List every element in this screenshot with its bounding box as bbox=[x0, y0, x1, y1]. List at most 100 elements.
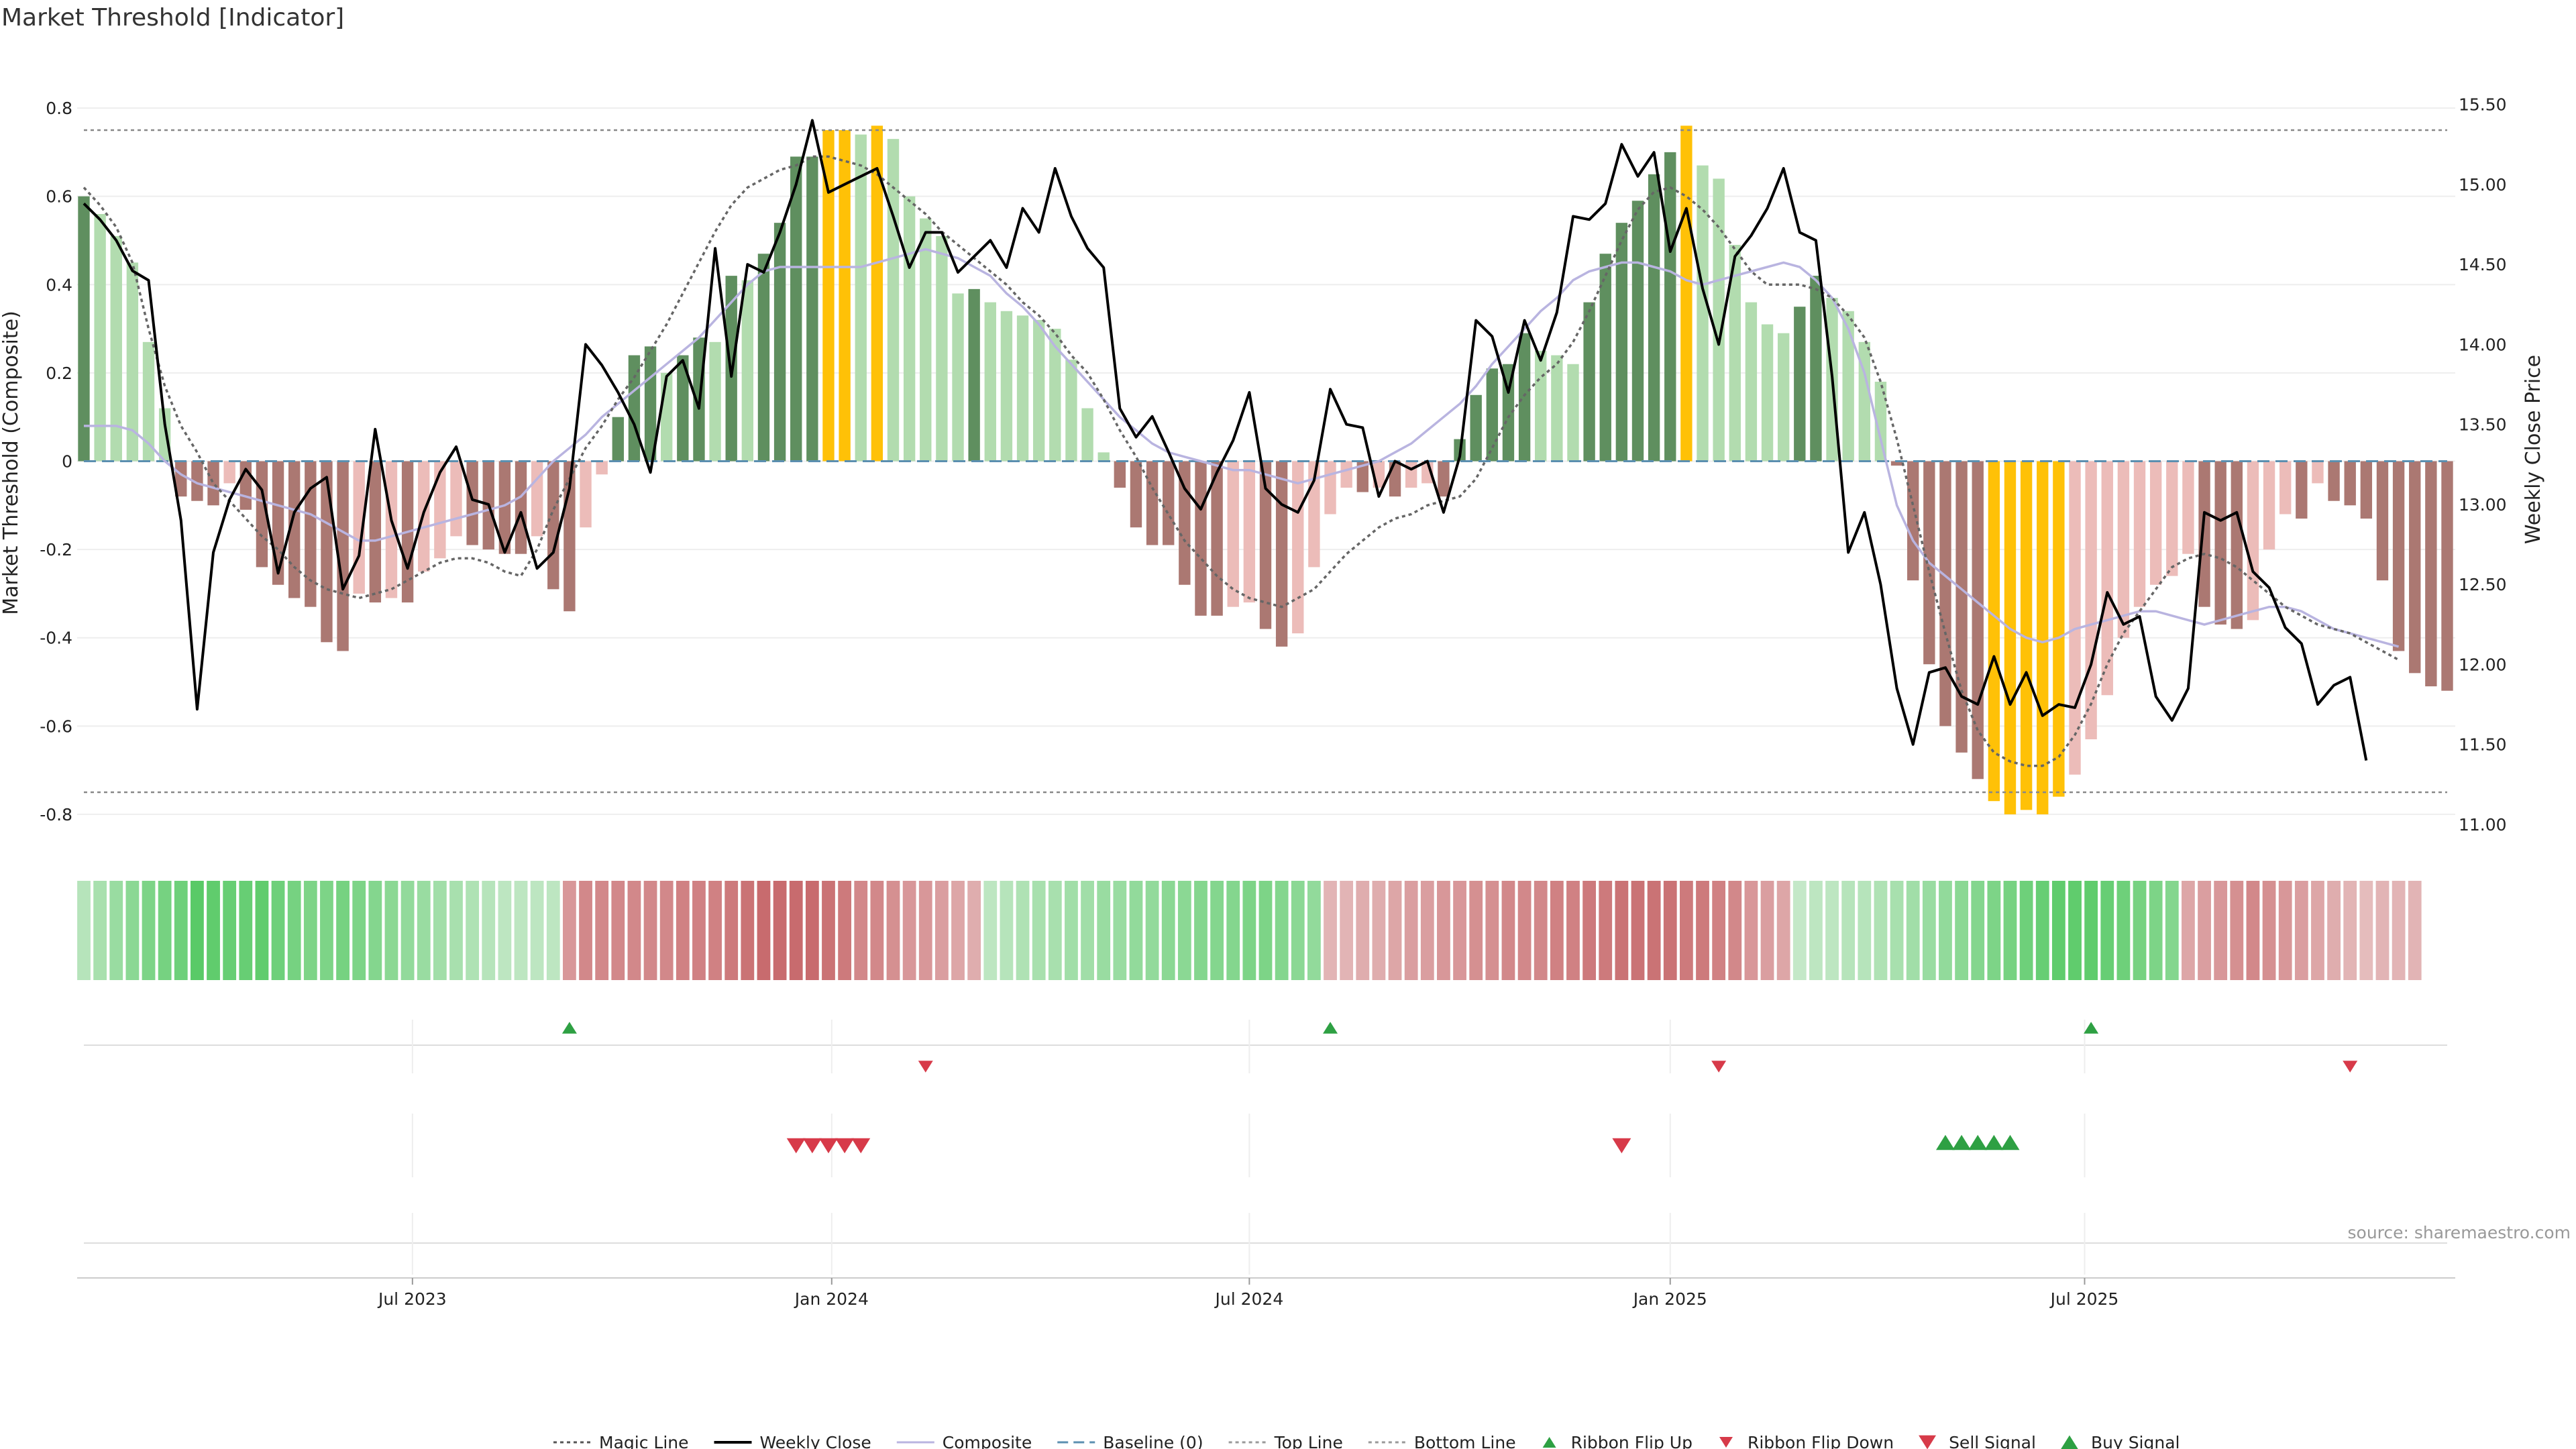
ribbon-cell-135 bbox=[2262, 881, 2276, 980]
composite-bar-128 bbox=[2149, 461, 2162, 585]
composite-bar-102 bbox=[1729, 245, 1741, 462]
x-tick-label-1: Jan 2024 bbox=[794, 1289, 869, 1309]
y2-tick-label-8: 11.50 bbox=[2459, 735, 2507, 755]
composite-bar-71 bbox=[1227, 461, 1239, 607]
composite-bar-131 bbox=[2198, 461, 2210, 607]
composite-bar-119 bbox=[2004, 461, 2017, 814]
composite-bar-59 bbox=[1032, 319, 1045, 462]
composite-bar-82 bbox=[1405, 461, 1417, 488]
composite-line bbox=[84, 248, 2400, 648]
ribbon-cell-82 bbox=[1404, 881, 1418, 980]
weekly-close-line bbox=[83, 119, 2368, 761]
ribbon-cell-26 bbox=[498, 881, 512, 980]
composite-bar-67 bbox=[1163, 461, 1175, 545]
ribbon-cell-64 bbox=[1113, 881, 1127, 980]
ribbon-cell-70 bbox=[1210, 881, 1224, 980]
y2-tick-label-2: 14.50 bbox=[2459, 255, 2507, 274]
ribbon-cell-144 bbox=[2408, 881, 2422, 980]
composite-bar-137 bbox=[2296, 461, 2308, 519]
ribbon-cell-94 bbox=[1599, 881, 1613, 980]
ribbon-cell-52 bbox=[918, 881, 932, 980]
ribbon-cell-29 bbox=[546, 881, 560, 980]
ribbon-cell-25 bbox=[482, 881, 496, 980]
ribbon-cell-140 bbox=[2343, 881, 2357, 980]
composite-bar-125 bbox=[2101, 461, 2113, 696]
ribbon-cell-63 bbox=[1097, 881, 1111, 980]
composite-bar-0 bbox=[78, 196, 90, 462]
ribbon-cell-123 bbox=[2068, 881, 2082, 980]
composite-bar-32 bbox=[596, 461, 608, 475]
ribbon-cell-37 bbox=[676, 881, 690, 980]
composite-bar-15 bbox=[321, 461, 333, 643]
legend-label-7: Ribbon Flip Down bbox=[1748, 1433, 1894, 1449]
composite-bar-73 bbox=[1259, 461, 1272, 629]
y-tick-label-8: -0.8 bbox=[40, 805, 72, 824]
composite-bar-66 bbox=[1146, 461, 1159, 545]
ribbon-cell-44 bbox=[789, 881, 803, 980]
ribbon-cell-16 bbox=[336, 881, 350, 980]
ribbon-cell-9 bbox=[223, 881, 237, 980]
composite-bar-49 bbox=[871, 125, 883, 462]
composite-bar-144 bbox=[2409, 461, 2421, 674]
composite-bar-99 bbox=[1680, 125, 1693, 462]
ribbon-cell-86 bbox=[1469, 881, 1483, 980]
ribbon-cell-15 bbox=[320, 881, 333, 980]
ribbon-cell-23 bbox=[449, 881, 463, 980]
legend-label-8: Sell Signal bbox=[1949, 1433, 2036, 1449]
composite-bar-129 bbox=[2166, 461, 2178, 576]
ribbon-cell-75 bbox=[1291, 881, 1305, 980]
composite-bar-7 bbox=[191, 461, 203, 501]
composite-bar-124 bbox=[2085, 461, 2097, 740]
y-tick-label-4: 0 bbox=[62, 452, 72, 472]
ribbon-cell-142 bbox=[2375, 881, 2390, 980]
buy-signal-marker-0 bbox=[1935, 1134, 1955, 1150]
y2-tick-label-4: 13.50 bbox=[2459, 415, 2507, 435]
ribbon-cell-36 bbox=[659, 881, 674, 980]
composite-bar-43 bbox=[773, 223, 786, 462]
ribbon-cell-27 bbox=[514, 881, 528, 980]
ribbon-cell-51 bbox=[902, 881, 916, 980]
ribbon-cell-115 bbox=[1939, 881, 1952, 980]
composite-bar-26 bbox=[498, 461, 511, 554]
composite-bar-78 bbox=[1340, 461, 1352, 488]
ribbon-cell-125 bbox=[2100, 881, 2114, 980]
x-tick-label-0: Jul 2023 bbox=[377, 1289, 447, 1309]
composite-bar-100 bbox=[1697, 165, 1709, 462]
ribbon-cell-49 bbox=[870, 881, 884, 980]
composite-bar-74 bbox=[1275, 461, 1288, 647]
ribbon-cell-5 bbox=[158, 881, 172, 980]
composite-bar-132 bbox=[2214, 461, 2226, 625]
ribbon-cell-127 bbox=[2133, 881, 2147, 980]
ribbon-cell-56 bbox=[983, 881, 998, 980]
ribbon-cell-11 bbox=[255, 881, 269, 980]
ribbon-cell-120 bbox=[2019, 881, 2033, 980]
composite-bar-122 bbox=[2053, 461, 2065, 797]
ribbon-cell-38 bbox=[692, 881, 706, 980]
x-tick-label-4: Jul 2025 bbox=[2049, 1289, 2119, 1309]
sell-signal-marker-3 bbox=[835, 1138, 855, 1154]
composite-bar-135 bbox=[2263, 461, 2275, 550]
ribbon-cell-22 bbox=[433, 881, 447, 980]
ribbon-cell-35 bbox=[643, 881, 657, 980]
ribbon-cell-136 bbox=[2278, 881, 2292, 980]
y2-tick-label-3: 14.00 bbox=[2459, 335, 2507, 354]
ribbon-cell-40 bbox=[724, 881, 739, 980]
y2-tick-label-7: 12.00 bbox=[2459, 655, 2507, 674]
composite-bar-2 bbox=[110, 235, 122, 462]
composite-bar-120 bbox=[2020, 461, 2033, 810]
composite-bar-86 bbox=[1470, 394, 1482, 462]
ribbon-cell-24 bbox=[466, 881, 480, 980]
y2-tick-label-9: 11.00 bbox=[2459, 815, 2507, 835]
ribbon-cell-121 bbox=[2035, 881, 2049, 980]
ribbon-cell-50 bbox=[886, 881, 900, 980]
composite-bar-77 bbox=[1324, 461, 1336, 515]
ribbon-flip-down-marker-2 bbox=[2343, 1061, 2358, 1073]
ribbon-cell-55 bbox=[967, 881, 981, 980]
ribbon-cell-129 bbox=[2165, 881, 2179, 980]
legend-label-3: Baseline (0) bbox=[1103, 1433, 1203, 1449]
ribbon-cell-134 bbox=[2246, 881, 2260, 980]
ribbon-cell-99 bbox=[1679, 881, 1693, 980]
composite-bar-64 bbox=[1114, 461, 1126, 488]
ribbon-cell-43 bbox=[773, 881, 787, 980]
